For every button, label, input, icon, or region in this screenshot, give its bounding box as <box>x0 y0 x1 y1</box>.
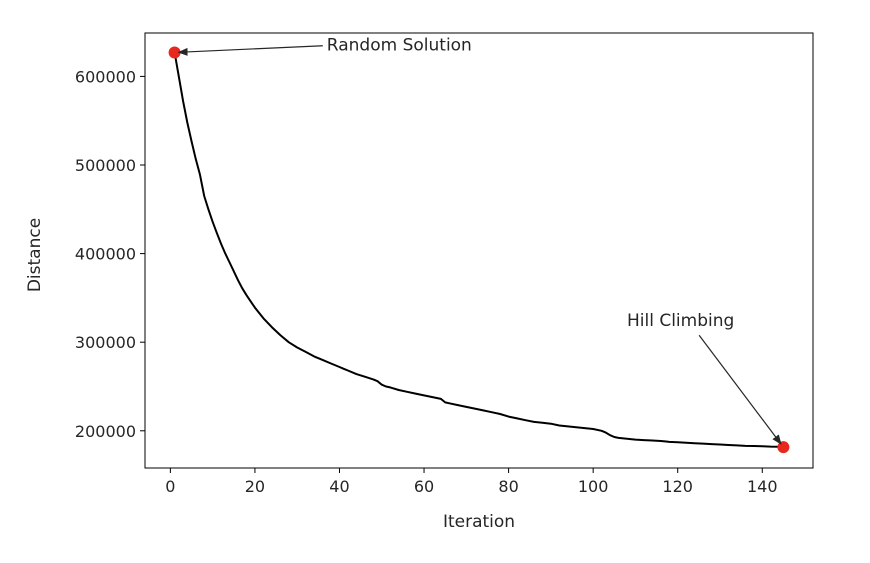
y-axis-label: Distance <box>25 218 45 292</box>
x-tick-label: 0 <box>165 477 175 496</box>
plot-area <box>145 33 813 468</box>
annotation-layer: Random Solution Hill Climbing <box>177 36 782 445</box>
y-axis: 200000 300000 400000 500000 600000 <box>75 67 145 441</box>
x-tick-label: 140 <box>747 477 778 496</box>
y-tick-label: 200000 <box>75 422 136 441</box>
x-tick-label: 100 <box>578 477 609 496</box>
series-line <box>173 52 784 449</box>
x-tick-label: 40 <box>329 477 349 496</box>
x-tick-label: 80 <box>498 477 518 496</box>
x-tick-label: 120 <box>662 477 693 496</box>
y-tick-label: 400000 <box>75 245 136 264</box>
x-tick-label: 60 <box>414 477 434 496</box>
data-point-marker <box>777 441 790 454</box>
series-layer <box>173 52 784 449</box>
annotation-arrow <box>698 334 782 445</box>
x-tick-label: 20 <box>245 477 265 496</box>
x-axis: 0 20 40 60 80 100 120 140 <box>165 468 778 496</box>
annotation-label: Random Solution <box>327 36 472 56</box>
plot-frame <box>144 32 814 469</box>
y-tick-label: 300000 <box>75 333 136 352</box>
x-axis-label: Iteration <box>443 512 515 532</box>
annotation-label: Hill Climbing <box>627 311 734 331</box>
annotation-arrow <box>177 45 323 56</box>
y-tick-label: 500000 <box>75 156 136 175</box>
y-tick-label: 600000 <box>75 67 136 86</box>
